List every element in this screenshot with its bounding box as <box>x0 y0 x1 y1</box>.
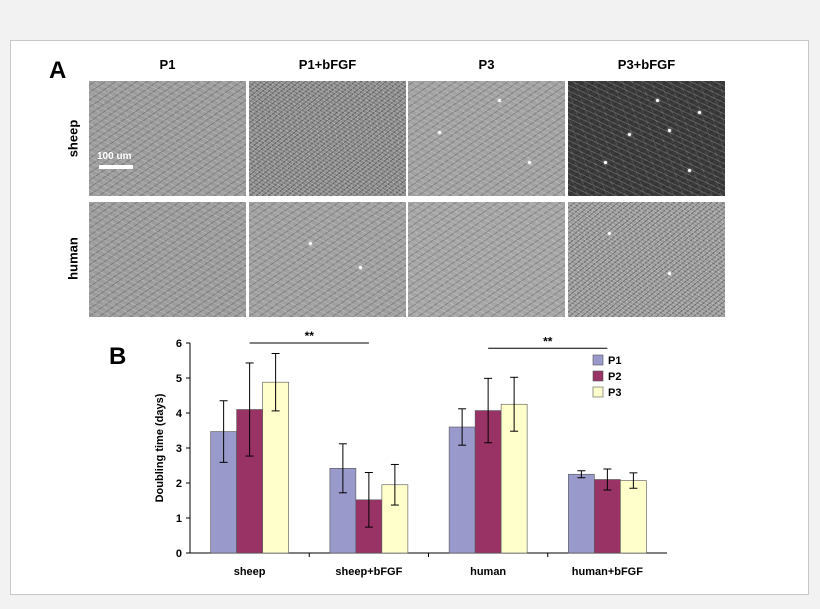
micrograph-sheep-p3 <box>408 81 565 196</box>
x-tick-label: sheep <box>234 566 266 578</box>
scale-bar <box>99 165 133 169</box>
micrograph-human-p1 <box>89 202 246 317</box>
bar-p1-2 <box>448 426 476 554</box>
y-tick-label: 5 <box>176 373 182 385</box>
column-header-p1: P1 <box>159 57 176 72</box>
doubling-time-chart: 0 1 2 3 4 5 6 Doubling time (days) sheep sheep+bF… <box>154 329 667 578</box>
y-tick-label: 6 <box>176 338 182 350</box>
legend-label-p2: P2 <box>608 371 621 383</box>
column-header-p1-bfgf: P1+bFGF <box>298 57 357 72</box>
micrograph-sheep-p1-bfgf <box>249 81 406 196</box>
legend-swatch-p2 <box>592 370 604 382</box>
y-axis-title: Doubling time (days) <box>154 393 166 502</box>
legend-swatch-p1 <box>592 354 604 366</box>
significance-stars: ** <box>543 334 553 348</box>
y-tick-label: 0 <box>176 548 182 560</box>
micrograph-human-p3 <box>408 202 565 317</box>
x-tick-label: human <box>470 566 506 578</box>
x-tick-label: sheep+bFGF <box>335 566 402 578</box>
significance-stars: ** <box>305 329 315 343</box>
y-tick-label: 1 <box>176 513 182 525</box>
panel-a-letter: A <box>49 57 67 84</box>
y-tick-label: 4 <box>176 408 183 420</box>
bar-p3-3 <box>620 480 647 554</box>
micrograph-human-p1-bfgf <box>249 202 406 317</box>
micrograph-sheep-p3-bfgf <box>568 81 725 196</box>
scale-bar-label: 100 um <box>97 151 132 162</box>
legend-swatch-p3 <box>592 386 604 398</box>
x-tick-label: human+bFGF <box>572 566 643 578</box>
column-header-p3-bfgf: P3+bFGF <box>617 57 676 72</box>
micrograph-sheep-p1: 100 um <box>89 81 246 196</box>
legend-label-p1: P1 <box>608 355 621 367</box>
bar-p2-3 <box>594 479 621 554</box>
figure-panel: A P1 P1+bFGF P3 P3+bFGF sheep human 100 … <box>10 40 809 595</box>
legend-label-p3: P3 <box>608 387 621 399</box>
micrograph-human-p3-bfgf <box>568 202 725 317</box>
panel-b-letter: B <box>109 343 127 370</box>
y-tick-label: 3 <box>176 443 182 455</box>
bar-p1-3 <box>568 473 595 554</box>
y-tick-label: 2 <box>176 478 182 490</box>
column-header-p3: P3 <box>478 57 495 72</box>
